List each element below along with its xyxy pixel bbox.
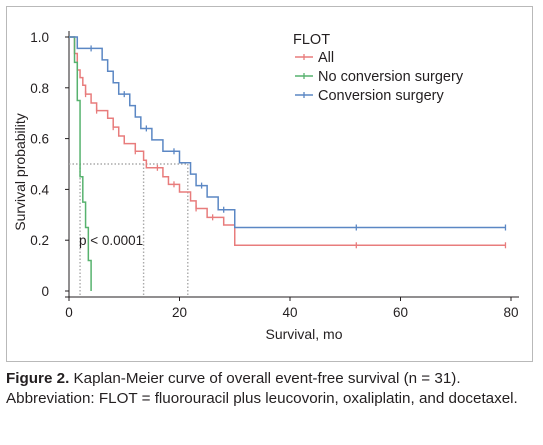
survival-curve	[69, 36, 506, 229]
y-tick-label: 0.6	[30, 132, 49, 147]
survival-curves	[69, 36, 507, 291]
axes: 0 0.2 0.4 0.6 0.8 1.0 0 20 40 60 80 Survival, mo Sur…	[12, 30, 519, 342]
legend-title: FLOT	[293, 32, 330, 48]
figure-frame: 0 0.2 0.4 0.6 0.8 1.0 0 20 40 60 80 Survival, mo Sur…	[6, 6, 533, 362]
legend-entry: Conversion surgery	[318, 88, 444, 104]
legend-entry: All	[318, 50, 334, 66]
legend: FLOT All No conversion surgery Conversion s…	[293, 32, 464, 104]
y-tick-label: 0.8	[30, 81, 49, 96]
survival-curve	[69, 36, 92, 291]
y-tick-label: 0	[41, 284, 49, 299]
p-value-annotation: p < 0.0001	[79, 233, 143, 248]
y-tick-label: 0.2	[30, 233, 49, 248]
y-tick-label: 0.4	[30, 182, 49, 197]
caption-label: Figure 2.	[6, 370, 70, 387]
x-tick-label: 0	[65, 305, 73, 320]
kaplan-meier-chart: 0 0.2 0.4 0.6 0.8 1.0 0 20 40 60 80 Survival, mo Sur…	[12, 30, 519, 342]
median-reference-lines	[69, 163, 189, 297]
legend-entry: No conversion surgery	[318, 69, 464, 85]
y-axis-title: Survival probability	[12, 113, 28, 231]
x-tick-label: 40	[282, 305, 297, 320]
x-axis-title: Survival, mo	[265, 326, 342, 342]
survival-curve	[69, 36, 506, 247]
x-tick-label: 80	[503, 305, 518, 320]
x-tick-label: 60	[393, 305, 408, 320]
y-tick-label: 1.0	[30, 30, 49, 45]
figure-caption: Figure 2. Kaplan-Meier curve of overall …	[6, 369, 538, 409]
x-tick-label: 20	[172, 305, 187, 320]
caption-text: Kaplan-Meier curve of overall event-free…	[6, 370, 518, 407]
